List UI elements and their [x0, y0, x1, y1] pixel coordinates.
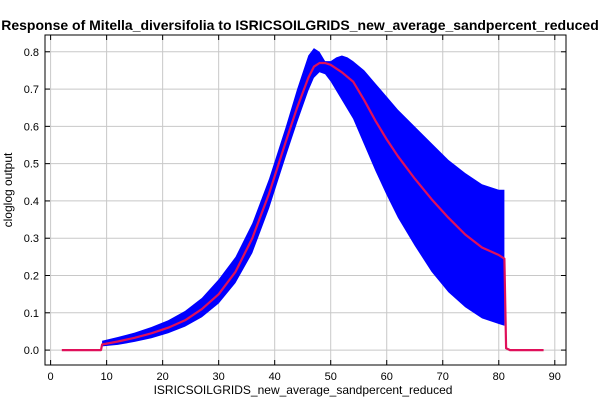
x-tick-label: 60	[381, 371, 393, 383]
y-tick-label: 0.4	[24, 196, 39, 208]
y-axis-label: cloglog output	[1, 152, 15, 227]
plot-frame	[44, 34, 567, 366]
y-tick-label: 0.6	[24, 121, 39, 133]
x-tick-label: 30	[213, 371, 225, 383]
y-tick-label: 0.8	[24, 47, 39, 59]
confidence-band	[102, 48, 505, 347]
x-axis-label: ISRICSOILGRIDS_new_average_sandpercent_r…	[154, 383, 453, 397]
x-tick-label: 70	[437, 371, 449, 383]
y-tick-label: 0.0	[24, 345, 39, 357]
x-tick-label: 80	[493, 371, 505, 383]
x-tick-label: 40	[269, 371, 281, 383]
y-tick-label: 0.2	[24, 271, 39, 283]
x-tick-label: 10	[100, 371, 112, 383]
mean-response-line	[61, 61, 544, 352]
x-tick-label: 90	[549, 371, 561, 383]
x-tick-label: 0	[48, 371, 54, 383]
y-tick-label: 0.5	[24, 159, 39, 171]
mean-response-curve	[61, 61, 544, 352]
chart-title: Response of Mitella_diversifolia to ISRI…	[1, 17, 599, 33]
y-tick-label: 0.3	[24, 233, 39, 245]
axis-ticks: 0 10 20 30 40 50 60 70 80 90 0.0 0.1 0.2 0.3 0.4 0.5 0.6…	[24, 35, 566, 383]
x-tick-label: 50	[325, 371, 337, 383]
confidence-band-area	[102, 48, 505, 347]
x-tick-label: 20	[157, 371, 169, 383]
y-tick-label: 0.7	[24, 84, 39, 96]
y-tick-label: 0.1	[24, 308, 39, 320]
